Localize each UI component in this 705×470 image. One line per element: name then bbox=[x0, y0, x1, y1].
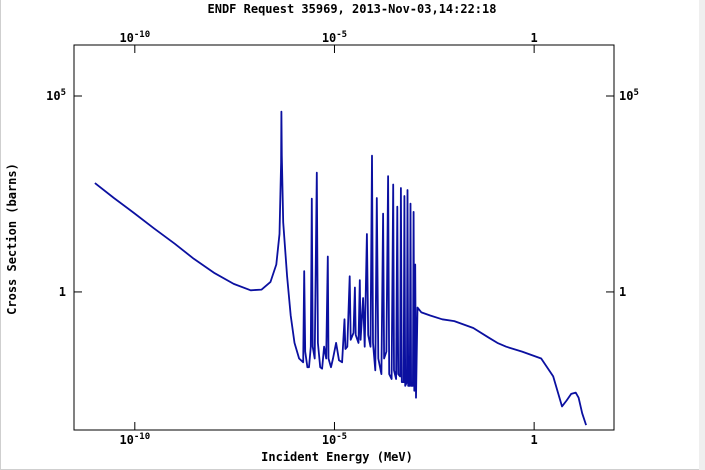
x-axis-label: Incident Energy (MeV) bbox=[261, 450, 413, 464]
x-tick-label-bottom: 1 bbox=[531, 433, 538, 447]
x-axis-top-ticks: 10-10 10-5 1 bbox=[119, 30, 538, 53]
series-layer bbox=[94, 110, 587, 426]
y-tick-label-left: 105 bbox=[46, 88, 66, 103]
y-tick-label-right: 1 bbox=[619, 285, 626, 299]
chart-title: ENDF Request 35969, 2013-Nov-03,14:22:18 bbox=[208, 2, 497, 16]
plot-frame bbox=[73, 44, 615, 431]
x-tick-label-bottom: 10-10 bbox=[119, 432, 150, 447]
series-line bbox=[94, 110, 587, 426]
x-tick-label-top: 1 bbox=[531, 31, 538, 45]
x-tick-label-top: 10-5 bbox=[322, 30, 347, 45]
y-tick-label-right: 105 bbox=[619, 88, 639, 103]
x-tick-label-top: 10-10 bbox=[119, 30, 150, 45]
y-axis-left-ticks: 105 1 bbox=[46, 88, 82, 299]
y-axis-label: Cross Section (barns) bbox=[5, 163, 19, 315]
x-axis-bottom-ticks: 10-10 10-5 1 bbox=[119, 422, 538, 447]
y-tick-label-left: 1 bbox=[59, 285, 66, 299]
x-tick-label-bottom: 10-5 bbox=[322, 432, 347, 447]
y-axis-right-ticks: 105 1 bbox=[606, 88, 639, 299]
window-scroll-edge[interactable] bbox=[699, 0, 705, 470]
